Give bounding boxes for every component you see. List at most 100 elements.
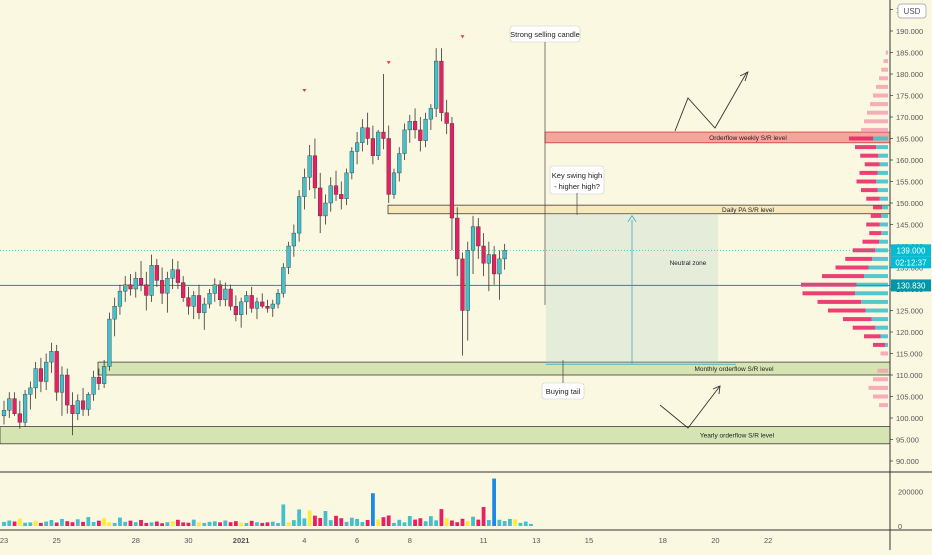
candle-body-57[interactable] [302, 176, 307, 197]
candle-body-84[interactable] [444, 112, 449, 124]
candle-body-92[interactable] [486, 254, 491, 264]
candle-body-44[interactable] [233, 306, 238, 316]
candle-body-55[interactable] [291, 232, 296, 247]
candle-body-43[interactable] [228, 288, 233, 307]
candle-body-58[interactable] [307, 155, 312, 178]
candle-body-48[interactable] [254, 301, 260, 309]
candle-body-67[interactable] [354, 142, 360, 152]
candle-body-28[interactable] [149, 265, 154, 296]
candle-body-20[interactable] [107, 318, 112, 367]
candle-body-19[interactable] [102, 366, 107, 384]
candle-body-46[interactable] [244, 295, 249, 303]
price-tick-label-18: 180.000 [896, 70, 923, 79]
candle-body-85[interactable] [449, 123, 455, 219]
candle-body-49[interactable] [260, 301, 265, 307]
candle-body-51[interactable] [270, 303, 275, 309]
candle-body-25[interactable] [133, 278, 138, 290]
candle-body-24[interactable] [128, 284, 133, 290]
candle-body-14[interactable] [75, 400, 80, 414]
candle-body-32[interactable] [170, 269, 175, 279]
candle-body-94[interactable] [497, 258, 502, 275]
candle-body-42[interactable] [223, 288, 228, 300]
candle-body-31[interactable] [165, 278, 170, 294]
candle-body-63[interactable] [333, 185, 339, 195]
candle-body-81[interactable] [428, 108, 433, 120]
candle-body-29[interactable] [154, 265, 159, 281]
candle-body-1[interactable] [7, 398, 12, 411]
candle-body-33[interactable] [175, 269, 181, 283]
candle-body-82[interactable] [434, 60, 439, 109]
candle-body-54[interactable] [286, 245, 291, 268]
candle-body-10[interactable] [54, 351, 59, 393]
candle-body-68[interactable] [360, 127, 365, 144]
candle-body-39[interactable] [207, 293, 212, 305]
candle-body-26[interactable] [138, 278, 144, 285]
candle-body-41[interactable] [217, 284, 223, 300]
candle-body-27[interactable] [144, 284, 149, 296]
candle-body-72[interactable] [381, 131, 386, 139]
candle-body-11[interactable] [59, 374, 65, 393]
candle-body-76[interactable] [402, 129, 407, 154]
candle-body-34[interactable] [181, 282, 186, 298]
candle-body-50[interactable] [265, 306, 270, 309]
candle-body-74[interactable] [391, 172, 397, 195]
candle-body-89[interactable] [470, 226, 476, 251]
currency-button[interactable] [897, 3, 927, 19]
candle-body-35[interactable] [186, 297, 191, 307]
candle-body-78[interactable] [412, 121, 418, 131]
candle-body-0[interactable] [1, 410, 7, 417]
candle-body-52[interactable] [275, 293, 281, 305]
candle-body-60[interactable] [318, 187, 323, 217]
candle-body-38[interactable] [202, 303, 207, 313]
candle-body-15[interactable] [80, 400, 86, 410]
candle-body-70[interactable] [370, 138, 375, 156]
candle-body-95[interactable] [502, 250, 507, 260]
candle-body-2[interactable] [12, 398, 17, 414]
candle-body-18[interactable] [96, 376, 101, 384]
candle-body-53[interactable] [281, 267, 286, 294]
candle-body-73[interactable] [386, 138, 391, 195]
candle-body-91[interactable] [481, 245, 486, 264]
candle-body-12[interactable] [65, 374, 70, 406]
candle-body-6[interactable] [33, 368, 38, 389]
candle-body-13[interactable] [70, 404, 75, 414]
candle-body-30[interactable] [159, 280, 165, 294]
candle-body-17[interactable] [91, 376, 96, 395]
candle-body-79[interactable] [418, 129, 423, 141]
candle-body-77[interactable] [407, 121, 412, 131]
candle-body-16[interactable] [86, 394, 91, 410]
candle-body-80[interactable] [423, 118, 428, 141]
candle-body-75[interactable] [397, 153, 402, 174]
candle-body-93[interactable] [492, 254, 497, 275]
candle-body-56[interactable] [297, 196, 302, 234]
candle-body-4[interactable] [22, 394, 28, 423]
candle-body-59[interactable] [312, 155, 318, 189]
candle-body-9[interactable] [49, 351, 54, 363]
candle-body-71[interactable] [376, 131, 381, 156]
candle-body-40[interactable] [212, 284, 217, 294]
candle-body-61[interactable] [323, 202, 328, 217]
candle-body-36[interactable] [191, 295, 196, 307]
candle-body-90[interactable] [476, 226, 481, 247]
candle-body-69[interactable] [365, 127, 370, 139]
candle-body-5[interactable] [28, 387, 33, 395]
candle-body-64[interactable] [339, 194, 344, 199]
candle-body-66[interactable] [349, 151, 354, 174]
candle-body-23[interactable] [123, 284, 128, 292]
candle-body-88[interactable] [465, 250, 470, 311]
candle-body-22[interactable] [117, 290, 123, 307]
candle-body-3[interactable] [17, 413, 22, 423]
candle-body-21[interactable] [112, 306, 117, 320]
candle-body-47[interactable] [249, 295, 254, 309]
candle-body-7[interactable] [38, 368, 43, 382]
candle-body-83[interactable] [439, 60, 444, 113]
candle-body-65[interactable] [344, 172, 349, 199]
candle-body-8[interactable] [44, 361, 49, 382]
candle-body-62[interactable] [328, 185, 333, 204]
candle-body-37[interactable] [196, 295, 202, 313]
candle-body-45[interactable] [239, 301, 244, 315]
candle-body-87[interactable] [460, 258, 465, 311]
candle-body-86[interactable] [455, 217, 460, 260]
